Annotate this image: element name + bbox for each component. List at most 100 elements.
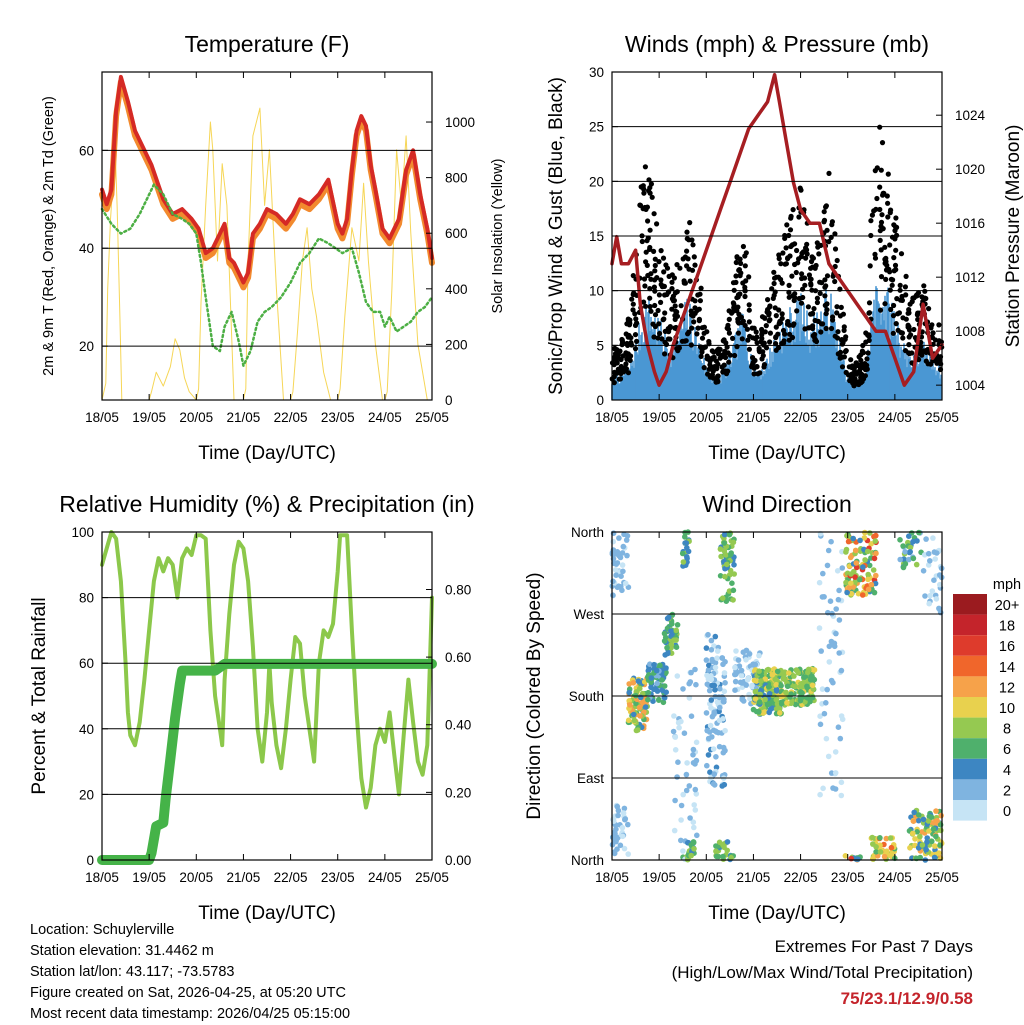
winds-gust-point [684, 248, 690, 254]
winds-gust-point [776, 252, 782, 258]
winds-gust-point [661, 316, 667, 322]
winds-gust-point [872, 255, 879, 261]
direction-point [691, 824, 697, 831]
direction-point [743, 682, 749, 688]
winds-gust-point [906, 327, 913, 333]
direction-point [615, 812, 621, 819]
winds-gust-point [882, 244, 888, 250]
winds-gust-point [885, 214, 891, 220]
winds-ytick-label: 10 [589, 284, 604, 299]
winds-gust-point [746, 302, 752, 308]
direction-point [805, 669, 811, 676]
direction-point [865, 586, 872, 593]
winds-gust-point [790, 322, 796, 328]
temperature-ylabel-right: Solar Insolation (Yellow) [490, 158, 506, 313]
direction-point [843, 579, 849, 586]
direction-point [693, 681, 699, 688]
direction-legend-label: 18 [999, 619, 1015, 635]
winds-gust-point [773, 313, 779, 319]
direction-point [671, 713, 677, 719]
winds-gust-point [761, 315, 768, 321]
winds-gust-point [616, 376, 622, 382]
direction-point [690, 752, 696, 758]
winds-gust-point [647, 295, 653, 301]
winds-gust-point [756, 348, 763, 354]
direction-point [624, 552, 630, 559]
direction-point [920, 816, 927, 823]
winds-gust-point [914, 293, 920, 299]
winds-gust-point [889, 282, 895, 288]
winds-gust-point [885, 200, 891, 206]
humidity-ytick-label: 80 [79, 591, 94, 606]
direction-point [756, 652, 762, 659]
direction-point [704, 727, 710, 734]
direction-legend-swatch [953, 655, 987, 677]
direction-point [692, 807, 699, 813]
direction-point [769, 672, 776, 678]
direction-point [772, 676, 778, 682]
direction-point [843, 546, 850, 553]
direction-point [622, 816, 628, 823]
direction-point [721, 670, 728, 676]
winds-gust-point [773, 347, 779, 353]
direction-point [722, 573, 728, 580]
winds-gust-point [658, 299, 664, 305]
direction-point [610, 592, 616, 598]
direction-point [671, 637, 677, 643]
winds-gust-point [719, 364, 725, 370]
winds-gust-point [652, 268, 658, 274]
winds-gust-point [799, 271, 805, 277]
winds-gust-point [793, 269, 799, 276]
temperature-series-solar-insolation [101, 107, 433, 401]
winds-gust-point [848, 357, 854, 363]
winds-gust-point [630, 273, 636, 279]
direction-point [705, 631, 711, 638]
direction-point [821, 710, 828, 717]
winds-gust-point [652, 277, 658, 283]
direction-point [933, 808, 939, 814]
direction-point [625, 851, 631, 857]
winds-gust-point [652, 312, 659, 318]
direction-point [711, 771, 718, 777]
humidity-xtick-label: 25/05 [415, 870, 449, 885]
direction-point [687, 679, 694, 685]
winds-gust-point [759, 329, 765, 335]
direction-point [686, 783, 693, 789]
winds-y2tick-label: 1020 [955, 162, 985, 177]
winds-gust-point [688, 308, 694, 314]
winds-gust-point [769, 286, 775, 292]
winds-gust-point [906, 342, 912, 348]
direction-point [714, 699, 721, 705]
winds-gust-point [779, 280, 785, 286]
direction-point [716, 743, 723, 750]
temperature-y2tick-label: 800 [445, 171, 468, 186]
winds-gust-point [818, 329, 824, 335]
winds-gust-point [843, 348, 849, 354]
temperature-xtick-label: 23/05 [321, 410, 355, 425]
winds-gust-point [877, 206, 883, 213]
temperature-xtick-label: 19/05 [132, 410, 166, 425]
direction-point [709, 682, 715, 689]
winds-gust-point [883, 255, 889, 261]
winds-gust-point [878, 167, 884, 173]
winds-gust-point [773, 335, 779, 341]
humidity-xtick-label: 24/05 [368, 870, 402, 885]
winds-gust-point [737, 256, 743, 262]
direction-point [671, 827, 678, 834]
direction-point [906, 533, 912, 539]
winds-gust-point [742, 293, 748, 300]
winds-gust-point [787, 227, 794, 233]
winds-gust-point [882, 301, 888, 307]
winds-gust-point [674, 262, 680, 268]
winds-gust-point [746, 274, 752, 280]
winds-gust-point [887, 287, 893, 293]
direction-point [927, 592, 933, 599]
winds-gust-point [816, 251, 822, 257]
direction-point [653, 667, 660, 674]
winds-gust-point [742, 253, 748, 259]
winds-panel: Winds (mph) & Pressure (mb) Time (Day/UTC… [546, 31, 1024, 464]
winds-gust-point [834, 257, 840, 264]
winds-gust-point [705, 356, 712, 362]
winds-gust-point [674, 346, 680, 352]
winds-gust-point [699, 335, 706, 341]
